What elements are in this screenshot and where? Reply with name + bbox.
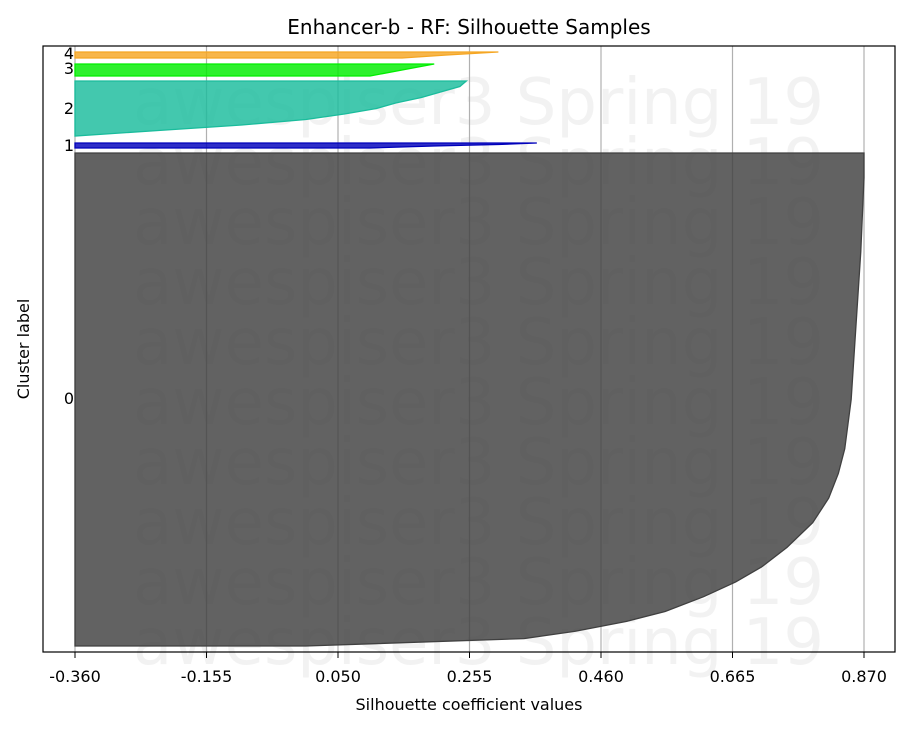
x-tick-label: 0.665 xyxy=(710,667,756,686)
cluster-4-label: 4 xyxy=(64,44,74,63)
x-tick-label: -0.155 xyxy=(181,667,233,686)
y-axis-label: Cluster label xyxy=(14,299,33,400)
cluster-0-label: 0 xyxy=(64,389,74,408)
x-tick-label: -0.360 xyxy=(49,667,101,686)
cluster-3-band xyxy=(74,63,435,77)
cluster-2-band xyxy=(74,80,469,137)
x-tick-label: 0.870 xyxy=(841,667,887,686)
cluster-1-label: 1 xyxy=(64,136,74,155)
x-tick-label: 0.460 xyxy=(578,667,624,686)
cluster-labels: 0 1 2 34 xyxy=(64,44,74,408)
x-tick-label: 0.050 xyxy=(315,667,361,686)
cluster-bands xyxy=(74,51,865,647)
x-tick-label: 0.255 xyxy=(447,667,493,686)
x-axis-ticks: -0.360 -0.155 0.050 0.255 0.460 0.665 0.870 xyxy=(49,652,887,686)
cluster-3-label: 3 xyxy=(64,59,74,78)
x-axis-label: Silhouette coefficient values xyxy=(356,695,583,714)
cluster-4-band xyxy=(74,51,499,59)
chart-title: Enhancer-b - RF: Silhouette Samples xyxy=(287,15,650,39)
cluster-0-band xyxy=(74,152,865,647)
cluster-1-band xyxy=(74,142,537,149)
cluster-2-label: 2 xyxy=(64,99,74,118)
